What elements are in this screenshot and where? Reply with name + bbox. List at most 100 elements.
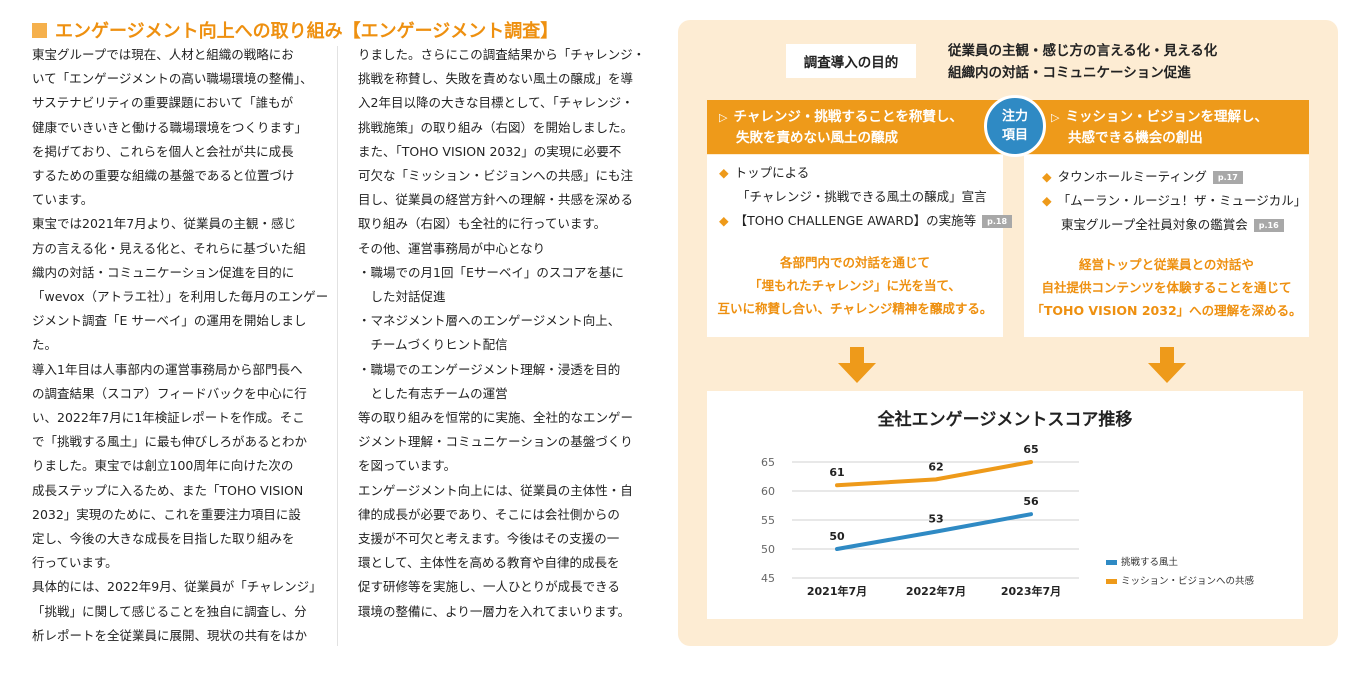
body-line: ています。	[32, 192, 94, 208]
body-line: を掲げており、これらを個人と会社が共に成長	[32, 143, 294, 159]
left-note-line: 互いに称賛し合い、チャレンジ精神を醸成する。	[717, 301, 993, 316]
body-line: の調査結果（スコア）フィードバックを中心に行	[32, 385, 307, 401]
body-line: 具体的には、2022年9月、従業員が「チャレンジ」	[32, 579, 322, 595]
diamond-bullet-icon: ◆	[719, 213, 729, 228]
purpose-line: 従業員の主観・感じ方の言える化・見える化	[948, 43, 1218, 59]
y-tick-label: 45	[761, 572, 775, 585]
body-line: ジメント調査「E サーベイ」の運用を開始しまし	[32, 313, 307, 329]
body-line: 等の取り組みを恒常的に実施、全社的なエンゲー	[358, 410, 634, 426]
body-line: ・職場でのエンゲージメント理解・浸透を目的	[358, 361, 621, 377]
body-line: 東宝では2021年7月より、従業員の主観・感じ	[32, 216, 297, 232]
section-heading: エンゲージメント向上への取り組み【エンゲージメント調査】	[32, 16, 558, 44]
column-divider	[337, 46, 338, 646]
body-line: 「挑戦」に関して感じることを独自に調査し、分	[32, 603, 307, 619]
body-line: を図っています。	[358, 458, 457, 474]
body-line: 環として、主体性を高める教育や自律的成長を	[358, 555, 620, 571]
body-line: 支援が不可欠と考えます。今後はその支援の一	[358, 531, 620, 547]
body-line: ・マネジメント層へのエンゲージメント向上、	[358, 313, 621, 329]
body-line: また、「TOHO VISION 2032」の実現に必要不	[358, 143, 622, 159]
focus-badge: 注力 項目	[984, 95, 1046, 157]
body-line: 導入1年目は人事部内の運営事務局から部門長へ	[32, 361, 303, 377]
body-line: 「wevox（アトラエ社）」を利用した毎月のエンゲー	[32, 289, 329, 305]
legend-swatch	[1106, 579, 1117, 584]
purpose-line: 組織内の対話・コミュニケーション促進	[948, 65, 1191, 81]
chart-title: 全社エンゲージメントスコア推移	[877, 409, 1133, 430]
left-note-line: 各部門内での対話を通じて	[779, 255, 930, 270]
legend-label: 挑戦する風土	[1121, 556, 1179, 568]
body-line: するための重要な組織の基盤であると位置づけ	[32, 168, 295, 184]
body-line: 2032」実現のために、これを重要注力項目に設	[32, 506, 301, 522]
body-column-1: 東宝グループでは現在、人材と組織の戦略にお いて「エンゲージメントの高い職場環境の…	[32, 43, 329, 648]
focus-left-title: ▷ チャレンジ・挑戦することを称賛し、 失敗を責めない風土の醸成	[719, 107, 963, 148]
data-label: 62	[928, 460, 943, 473]
list-item: ◆ 【TOHO CHALLENGE AWARD】の実施等 p.18	[719, 209, 1013, 233]
body-line: チームづくりヒント配信	[358, 337, 508, 353]
body-line: 入2年目以降の大きな目標として、「チャレンジ・	[358, 95, 634, 111]
focus-right-title-line: ミッション・ビジョンを理解し、	[1065, 109, 1268, 125]
focus-right-title: ▷ ミッション・ビジョンを理解し、 共感できる機会の創出	[1051, 107, 1268, 148]
y-tick-label: 50	[761, 543, 775, 556]
list-item: ◆ タウンホールミーティング p.17	[1042, 165, 1243, 189]
series-line	[835, 460, 1033, 488]
body-line: 成長ステップに入るため、また「TOHO VISION	[32, 482, 304, 498]
body-line: 健康でいきいきと働ける職場環境をつくります」	[32, 119, 308, 135]
body-line: ジメント理解・コミュニケーションの基盤づくり	[358, 434, 633, 450]
y-tick-label: 60	[761, 485, 775, 498]
list-item-text: タウンホールミーティング	[1057, 169, 1207, 184]
focus-left-title-line: 失敗を責めない風土の醸成	[736, 130, 898, 146]
body-line: 取り組み（右図）も全社的に行っています。	[358, 216, 607, 232]
right-initiative-box: ◆ タウンホールミーティング p.17 ◆ 「ムーラン・ルージュ！ザ・ミュージカル」 …	[1024, 155, 1309, 337]
list-item-text: 「ムーラン・ルージュ！ザ・ミュージカル」	[1057, 193, 1307, 208]
score-chart: 全社エンゲージメントスコア推移 45 50 55 60 65 2021年7月 2022年7月 2…	[707, 391, 1303, 619]
right-note-line: 「TOHO VISION 2032」への理解を深める。	[1031, 303, 1302, 318]
focus-left-title-line: チャレンジ・挑戦することを称賛し、	[733, 109, 963, 125]
body-line: エンゲージメント向上には、従業員の主体性・自	[358, 482, 633, 498]
page-ref-badge: p.17	[1212, 171, 1243, 184]
body-line: りました。さらにこの調査結果から「チャレンジ・	[358, 47, 646, 62]
body-line: 可欠な「ミッション・ビジョンへの共感」にも注	[358, 168, 634, 184]
down-arrow-icon	[838, 347, 876, 383]
y-tick-label: 65	[761, 456, 775, 469]
body-line: りました。東宝では創立100周年に向けた次の	[32, 458, 294, 474]
legend-label: ミッション・ビジョンへの共感	[1121, 575, 1255, 587]
body-column-2: りました。さらにこの調査結果から「チャレンジ・ 挑戦を称賛し、失敗を責めない風土の…	[358, 43, 648, 624]
body-line: その他、運営事務局が中心となり	[358, 240, 546, 256]
left-initiative-box: ◆ トップによる 「チャレンジ・挑戦できる風土の醸成」宣言 ◆ 【TOHO CHAL…	[707, 155, 1013, 337]
list-item-text: 東宝グループ全社員対象の鑑賞会	[1061, 217, 1248, 232]
play-arrow-icon: ▷	[1051, 111, 1060, 124]
list-item: ◆ 「ムーラン・ルージュ！ザ・ミュージカル」	[1042, 189, 1306, 213]
down-arrow-icon	[1148, 347, 1186, 383]
focus-right-title-line: 共感できる機会の創出	[1068, 130, 1203, 146]
body-line: 挑戦を称賛し、失敗を責めない風土の醸成」を導	[358, 71, 634, 87]
body-line: 行っています。	[32, 555, 118, 571]
list-item-text: トップによる	[734, 165, 810, 180]
data-label: 50	[829, 530, 845, 543]
body-line: 方の言える化・見える化と、それらに基づいた組	[32, 240, 306, 256]
x-tick-label: 2023年7月	[1001, 584, 1061, 598]
x-tick-label: 2021年7月	[807, 584, 867, 598]
body-line: 織内の対話・コミュニケーション促進を目的に	[32, 264, 295, 280]
data-label: 65	[1023, 443, 1038, 456]
body-line: 析レポートを全従業員に展開、現状の共有をはか	[32, 627, 308, 643]
data-label: 53	[928, 513, 943, 526]
diamond-bullet-icon: ◆	[1042, 169, 1052, 184]
badge-line: 項目	[1001, 128, 1028, 143]
right-note-line: 経営トップと従業員との対話や	[1079, 257, 1254, 272]
square-bullet-icon	[32, 22, 47, 38]
legend-swatch	[1106, 560, 1117, 565]
data-label: 61	[829, 466, 844, 479]
line-chart: 全社エンゲージメントスコア推移 45 50 55 60 65 2021年7月 2022年7月 2…	[761, 409, 1255, 598]
body-line: ・職場での月1回「Eサーベイ」のスコアを基に	[358, 264, 624, 280]
body-line: 促す研修等を実施し、一人ひとりが成長できる	[358, 579, 620, 595]
heading-text: エンゲージメント向上への取り組み【エンゲージメント調査】	[55, 21, 559, 42]
body-line: た。	[32, 337, 58, 353]
page-ref-badge: p.18	[982, 215, 1013, 228]
body-line: 目し、従業員の経営方針への理解・共感を深める	[358, 192, 634, 208]
purpose-text: 従業員の主観・感じ方の言える化・見える化 組織内の対話・コミュニケーション促進	[948, 40, 1217, 84]
list-item-text: 「チャレンジ・挑戦できる風土の醸成」宣言	[737, 189, 987, 204]
badge-line: 注力	[1001, 109, 1028, 124]
series-line	[835, 512, 1033, 551]
list-item: ◆ トップによる	[719, 161, 809, 185]
body-line: 定し、今後の大きな成長を目指した取り組みを	[32, 531, 295, 547]
body-line: した対話促進	[358, 289, 446, 305]
